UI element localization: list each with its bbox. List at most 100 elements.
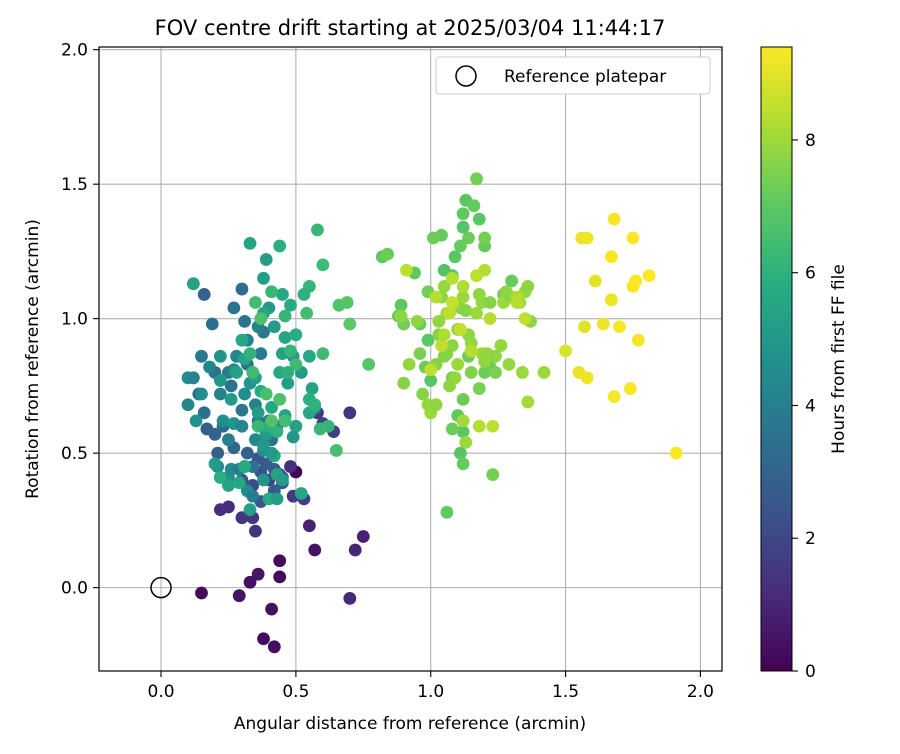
scatter-point — [249, 524, 262, 538]
scatter-point — [265, 446, 279, 460]
scatter-point — [281, 366, 295, 379]
scatter-point — [246, 366, 260, 379]
scatter-point — [505, 274, 519, 288]
scatter-point — [305, 382, 319, 395]
scatter-point — [265, 602, 279, 616]
scatter-point — [302, 519, 316, 533]
scatter-point — [329, 444, 343, 457]
scatter-point — [462, 231, 475, 245]
scatter-point — [459, 304, 473, 317]
x-tick-label: 1.5 — [552, 682, 579, 702]
colorbar-tick-label: 2 — [805, 529, 816, 549]
scatter-point — [232, 589, 246, 603]
x-axis-label: Angular distance from reference (arcmin) — [234, 714, 586, 734]
scatter-point — [472, 419, 486, 433]
scatter-point — [588, 274, 602, 288]
scatter-point — [186, 371, 200, 385]
scatter-point — [195, 387, 208, 401]
scatter-point — [273, 554, 287, 568]
scatter-point — [631, 333, 645, 347]
scatter-point — [257, 438, 270, 452]
scatter-point — [232, 476, 246, 490]
scatter-point — [257, 632, 270, 646]
scatter-point — [537, 366, 551, 379]
scatter-point — [246, 489, 260, 503]
legend-box — [435, 56, 711, 95]
scatter-point — [381, 247, 394, 261]
scatter-point — [472, 382, 486, 395]
scatter-point — [205, 317, 219, 331]
scatter-point — [235, 282, 249, 296]
scatter-point — [251, 419, 265, 433]
scatter-point — [435, 339, 448, 352]
scatter-point — [243, 503, 257, 517]
scatter-point — [213, 349, 227, 363]
scatter-point — [216, 414, 230, 428]
scatter-point — [489, 366, 502, 379]
scatter-point — [451, 357, 465, 371]
scatter-point — [235, 419, 249, 433]
scatter-point — [613, 320, 626, 334]
scatter-point — [642, 269, 656, 283]
scatter-point — [397, 376, 411, 390]
scatter-point — [429, 290, 443, 304]
scatter-point — [230, 366, 243, 379]
scatter-point — [238, 387, 252, 401]
scatter-point — [313, 422, 327, 436]
scatter-point — [456, 279, 470, 293]
scatter-point — [211, 446, 225, 460]
scatter-point — [483, 296, 497, 309]
scatter-point — [275, 288, 289, 301]
scatter-point — [394, 309, 408, 323]
y-axis-ticks: 0.0 0.5 1.0 1.5 2.0 — [61, 41, 99, 599]
scatter-point — [243, 347, 257, 361]
scatter-point — [259, 253, 273, 266]
scatter-point — [400, 263, 413, 277]
scatter-point — [289, 357, 303, 371]
scatter-point — [559, 344, 572, 358]
scatter-point — [213, 387, 227, 401]
scatter-point — [432, 314, 446, 328]
scatter-point — [502, 357, 516, 371]
y-tick-label: 2.0 — [61, 41, 88, 61]
scatter-point — [343, 591, 357, 605]
scatter-point — [265, 285, 279, 299]
scatter-point — [456, 290, 470, 304]
scatter-point — [424, 374, 438, 387]
scatter-point — [222, 433, 235, 447]
scatter-point — [235, 511, 249, 525]
y-tick-label: 0.0 — [61, 579, 88, 599]
scatter-point — [286, 430, 300, 444]
scatter-point — [402, 357, 416, 371]
scatter-point — [222, 479, 235, 492]
scatter-point — [453, 239, 467, 253]
scatter-point — [521, 279, 535, 293]
x-tick-label: 0.0 — [148, 682, 175, 702]
scatter-point — [440, 505, 454, 519]
colorbar-tick-label: 8 — [805, 131, 816, 151]
scatter-point — [189, 414, 203, 428]
scatter-point — [281, 376, 295, 390]
scatter-point — [254, 347, 268, 361]
scatter-point — [195, 586, 208, 600]
scatter-point — [308, 543, 322, 557]
scatter-point — [243, 575, 257, 589]
scatter-point — [278, 331, 292, 344]
scatter-point — [302, 349, 316, 363]
scatter-point — [629, 274, 643, 288]
scatter-point — [267, 640, 281, 654]
scatter-point — [437, 279, 451, 293]
scatter-point — [456, 392, 470, 406]
scatter-point — [459, 435, 473, 449]
scatter-point — [273, 570, 287, 584]
scatter-point — [254, 312, 268, 326]
scatter-point — [186, 277, 200, 291]
legend-entry-reference: Reference platepar — [504, 67, 666, 87]
colorbar-label: Hours from first FF file — [829, 264, 849, 454]
scatter-point — [208, 427, 222, 441]
scatter-point — [240, 446, 254, 460]
scatter-point — [208, 457, 222, 471]
scatter-point — [222, 500, 235, 514]
